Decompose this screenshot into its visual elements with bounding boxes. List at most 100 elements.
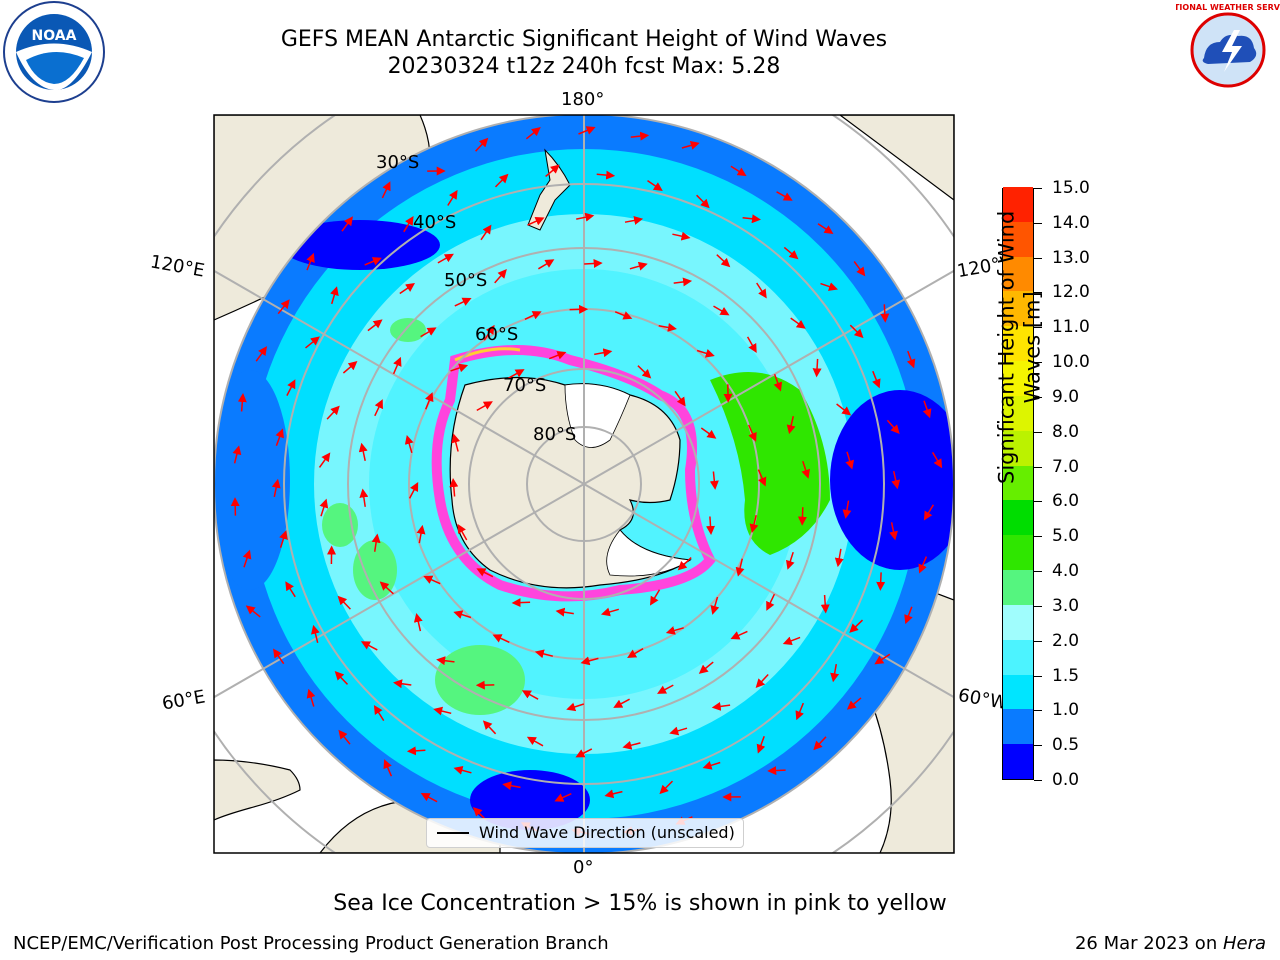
wave-arrow — [416, 524, 426, 544]
wave-arrow — [341, 216, 353, 232]
wave-arrow — [342, 360, 358, 374]
wave-arrow — [710, 596, 720, 615]
wave-arrow — [795, 702, 804, 721]
colorbar-cell — [1003, 569, 1033, 605]
wave-arrow — [756, 735, 766, 754]
wave-arrow — [812, 358, 822, 378]
colorbar-tick-mark — [1034, 327, 1042, 329]
colorbar-tick-mark — [1034, 536, 1042, 538]
wave-arrow — [457, 523, 468, 541]
caption: Sea Ice Concentration > 15% is shown in … — [333, 891, 947, 916]
wave-arrow — [834, 548, 844, 568]
colorbar-tick-mark — [1034, 362, 1042, 364]
colorbar-tick-label: 14.0 — [1052, 212, 1090, 233]
wave-arrow — [659, 780, 674, 795]
wave-arrow — [286, 379, 296, 396]
wave-arrow — [756, 282, 767, 299]
wave-arrow — [271, 478, 281, 498]
wave-arrow — [360, 641, 378, 651]
lat-label-80s: 80°S — [533, 424, 577, 445]
colorbar-cell — [1003, 708, 1033, 745]
wave-arrow — [716, 254, 731, 268]
footer-credit: NCEP/EMC/Verification Post Processing Pr… — [13, 933, 609, 954]
wave-arrow — [311, 624, 320, 643]
wave-arrow — [696, 349, 715, 358]
wave-arrow — [358, 442, 368, 461]
wave-arrow — [820, 282, 838, 291]
wave-arrow — [817, 223, 834, 234]
low-wave-patch — [280, 220, 440, 270]
wave-arrow — [889, 522, 898, 541]
wave-arrow — [548, 351, 567, 360]
wave-arrow — [367, 319, 383, 332]
wave-arrow — [475, 137, 489, 152]
svg-text:NATIONAL WEATHER SERVICE: NATIONAL WEATHER SERVICE — [1176, 3, 1280, 12]
wave-arrow — [566, 702, 585, 712]
colorbar-tick-label: 7.0 — [1052, 456, 1080, 477]
colorbar-cell — [1003, 639, 1033, 675]
wave-arrow — [782, 636, 801, 645]
wave-arrow — [374, 399, 383, 417]
wave-arrow — [672, 231, 691, 241]
weddell-ice-shelf — [606, 529, 692, 577]
wave-arrow — [381, 181, 391, 199]
legend-label: Wind Wave Direction (unscaled) — [479, 823, 735, 842]
wave-arrow — [584, 258, 603, 268]
high-wave-patch — [390, 318, 426, 342]
graticule — [214, 115, 954, 853]
wave-arrow — [891, 470, 901, 490]
wave-arrow — [273, 648, 285, 665]
wave-arrow — [494, 269, 507, 284]
wave-arrow — [830, 663, 840, 683]
wave-arrow — [922, 400, 932, 419]
wave-arrow — [408, 482, 419, 499]
wave-arrow — [813, 736, 827, 751]
wave-arrow — [931, 452, 943, 469]
wave-arrow — [783, 246, 799, 260]
wave-arrow — [275, 428, 284, 446]
wave-arrow — [453, 765, 472, 775]
wave-arrow — [534, 649, 553, 659]
colorbar-cell — [1003, 743, 1033, 779]
wave-arrow — [373, 704, 385, 721]
wave-arrow — [649, 589, 661, 606]
colorbar-cell — [1003, 256, 1033, 292]
wave-arrow — [306, 252, 315, 271]
wave-arrow — [742, 214, 761, 224]
wave-arrow — [359, 488, 369, 507]
colorbar-tick-label: 13.0 — [1052, 247, 1090, 268]
wave-arrow — [801, 460, 810, 479]
colorbar-label-line2: Waves [m] — [1020, 291, 1045, 404]
wave-arrow — [364, 257, 382, 266]
wave-arrow — [524, 311, 542, 320]
lat-label-40s: 40°S — [413, 212, 457, 233]
wave-arrow — [658, 322, 677, 332]
wave-arrow — [326, 405, 340, 420]
wave-arrow — [766, 593, 776, 611]
wave-arrow — [453, 610, 472, 619]
wave-arrow — [596, 170, 616, 180]
colorbar-tick-label: 5.0 — [1052, 526, 1080, 547]
wave-arrow — [698, 661, 714, 674]
colorbar-tick-mark — [1034, 466, 1042, 468]
colorbar-tick-mark — [1034, 745, 1042, 747]
wave-arrow — [450, 363, 469, 373]
wave-arrow — [279, 530, 288, 548]
colorbar-cell — [1003, 360, 1033, 396]
wave-arrow — [404, 434, 414, 454]
wave-arrow — [669, 726, 688, 736]
low-wave-patch — [470, 770, 590, 830]
colorbar-cell — [1003, 499, 1033, 536]
colorbar-cell — [1003, 604, 1033, 640]
colorbar-tick-mark — [1034, 222, 1042, 224]
wave-arrow — [604, 789, 623, 799]
wave-arrow — [849, 324, 864, 339]
legend-line-icon — [437, 832, 469, 834]
wave-arrow — [451, 433, 461, 452]
svg-text:NOAA: NOAA — [32, 28, 77, 44]
lat-label-60s: 60°S — [475, 324, 519, 345]
wave-arrow — [379, 581, 394, 595]
colorbar-tick-label: 12.0 — [1052, 282, 1090, 303]
high-wave-patch — [710, 372, 830, 555]
lat-label-30s: 30°S — [376, 152, 420, 173]
